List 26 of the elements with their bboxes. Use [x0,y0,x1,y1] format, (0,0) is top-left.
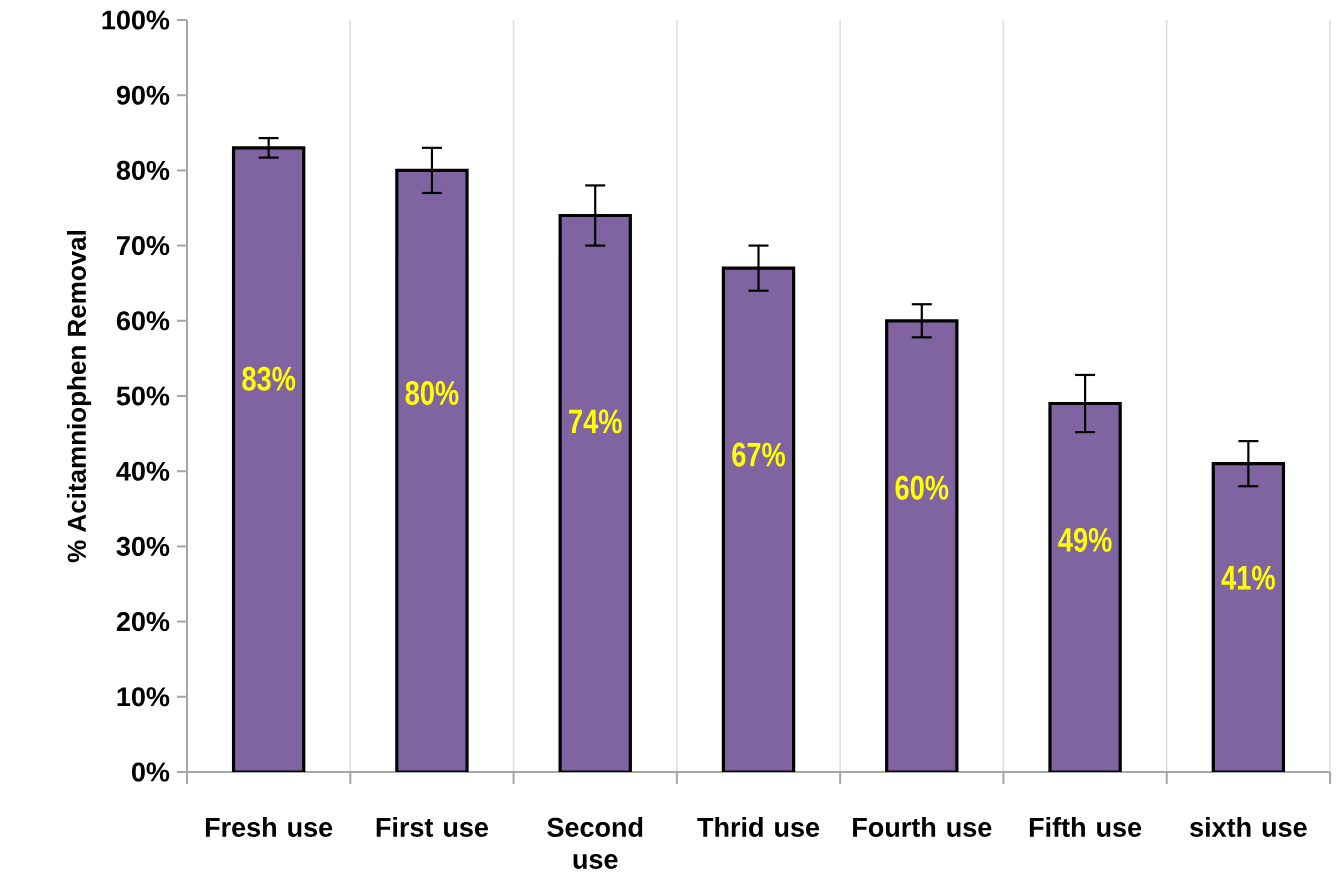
y-tick-label: 70% [117,236,170,256]
data-label: 67% [732,442,785,467]
x-tick-label: Fresh use [205,817,333,837]
x-tick-label: Second use [547,817,643,869]
y-tick-label: 100% [102,10,170,30]
data-label: 83% [242,366,296,391]
data-label: 60% [895,475,949,500]
y-tick-label: 0% [131,762,170,782]
x-tick-label: Thrid use [697,817,820,837]
y-tick-label: 80% [116,160,170,180]
data-label: 80% [405,380,459,406]
y-tick-label: 40% [116,461,170,481]
data-label: 74% [569,409,622,434]
x-tick-label: Fifth use [1029,817,1142,837]
x-tick-label: First use [376,817,489,837]
data-label: 41% [1221,565,1275,590]
y-tick-label: 90% [116,85,170,105]
y-tick-label: 10% [117,687,170,707]
x-tick-label: Fourth use [853,817,992,837]
y-axis-title: % Acitamniophen Removal [66,230,92,563]
x-tick-label: sixth use [1190,817,1307,837]
y-tick-label: 50% [116,386,170,406]
y-tick-label: 30% [116,536,170,556]
y-tick-label: 60% [116,311,170,331]
y-tick-label: 20% [116,612,170,632]
data-label: 49% [1058,527,1112,552]
